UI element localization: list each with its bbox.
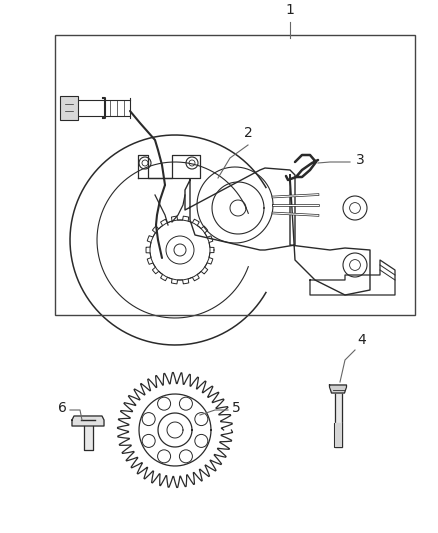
Circle shape <box>158 450 170 463</box>
Circle shape <box>117 372 233 488</box>
Text: 4: 4 <box>357 333 366 347</box>
Polygon shape <box>334 423 342 447</box>
Circle shape <box>180 397 192 410</box>
Circle shape <box>180 450 192 463</box>
Text: 5: 5 <box>232 401 241 415</box>
Polygon shape <box>335 393 342 447</box>
Bar <box>55 35 415 315</box>
Bar <box>60 96 78 120</box>
Text: 3: 3 <box>356 153 365 167</box>
Polygon shape <box>72 416 104 426</box>
Polygon shape <box>84 426 92 450</box>
Circle shape <box>158 397 170 410</box>
Circle shape <box>195 413 208 425</box>
Text: 6: 6 <box>58 401 67 415</box>
Circle shape <box>70 135 280 345</box>
Circle shape <box>142 413 155 425</box>
Polygon shape <box>329 385 346 393</box>
Circle shape <box>195 434 208 447</box>
Text: 2: 2 <box>244 126 252 140</box>
Circle shape <box>142 434 155 447</box>
Text: 1: 1 <box>286 3 294 17</box>
